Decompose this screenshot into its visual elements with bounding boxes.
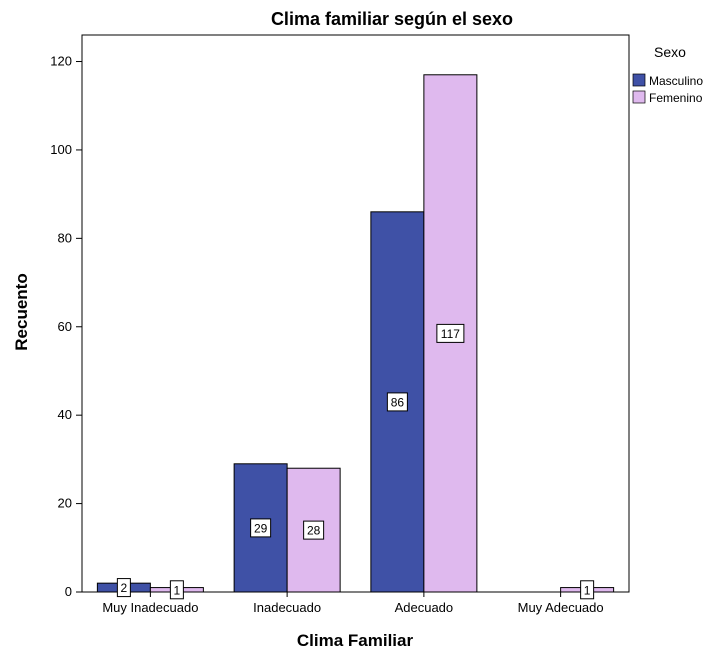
bars: [96, 74, 615, 593]
data-label-box: [250, 518, 272, 538]
data-label-box: [436, 323, 465, 343]
data-label-box: [580, 580, 595, 600]
data-label: 1: [584, 583, 591, 597]
x-tick-label: Adecuado: [395, 600, 454, 615]
legend-title: Sexo: [654, 44, 686, 60]
data-label: 2: [121, 581, 128, 595]
data-label-box: [303, 520, 325, 540]
y-tick-label: 60: [58, 319, 72, 334]
data-label: 28: [307, 524, 321, 538]
y-tick-label: 100: [50, 142, 72, 157]
x-axis-title: Clima Familiar: [297, 631, 414, 650]
y-axis: 0 20 40 60 80 100 120: [50, 54, 82, 599]
chart-title: Clima familiar según el sexo: [271, 9, 513, 29]
data-label: 1: [174, 583, 181, 597]
data-label-box: [169, 580, 184, 600]
data-label-box: [386, 392, 408, 412]
data-label-box: [116, 578, 131, 598]
x-tick-label: Muy Inadecuado: [102, 600, 198, 615]
data-label: 117: [441, 327, 460, 341]
x-axis: Muy Inadecuado Inadecuado Adecuado Muy Adec…: [102, 592, 604, 615]
y-tick-label: 120: [50, 54, 72, 69]
legend: Sexo Masculino Femenino: [632, 44, 703, 105]
y-tick-label: 80: [58, 230, 72, 245]
y-tick-label: 0: [65, 584, 72, 599]
y-axis-title: Recuento: [12, 273, 31, 350]
data-label: 86: [391, 395, 405, 409]
data-labels: 2 1 29 28 86 117 1: [116, 323, 595, 600]
legend-swatch-femenino: [632, 90, 646, 104]
plot-area: [81, 34, 630, 593]
legend-label-masculino: Masculino: [649, 74, 703, 88]
data-label: 29: [254, 521, 268, 535]
x-tick-label: Muy Adecuado: [518, 600, 604, 615]
y-tick-label: 20: [58, 496, 72, 511]
y-tick-label: 40: [58, 407, 72, 422]
legend-swatch-masculino: [632, 73, 646, 87]
legend-label-femenino: Femenino: [649, 91, 703, 105]
x-tick-label: Inadecuado: [253, 600, 321, 615]
